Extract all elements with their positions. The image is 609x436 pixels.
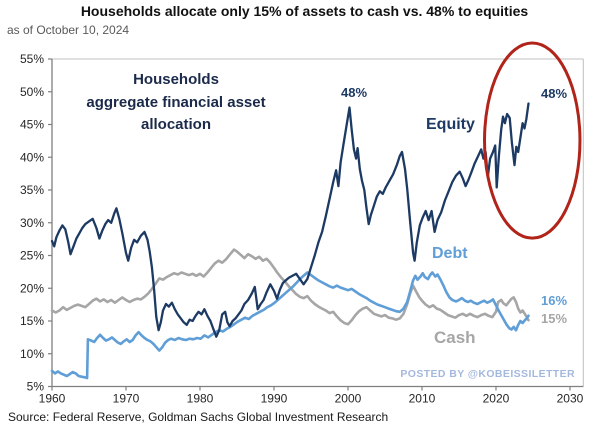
debt-series-label: Debt — [432, 245, 468, 262]
y-tick-label: 45% — [20, 118, 44, 132]
y-tick-label: 50% — [20, 85, 44, 99]
x-tick-label: 2020 — [483, 392, 510, 406]
highlight-ellipse — [483, 41, 582, 240]
x-tick-label: 1970 — [113, 392, 140, 406]
x-tick-label: 1960 — [39, 392, 66, 406]
cash-series-label: Cash — [434, 328, 476, 347]
y-tick-label: 35% — [20, 183, 44, 197]
as-of-date: as of October 10, 2024 — [7, 23, 130, 37]
x-tick-label: 1990 — [261, 392, 288, 406]
y-tick-label: 15% — [20, 314, 44, 328]
y-tick-label: 30% — [20, 216, 44, 230]
line-series-equity — [50, 102, 530, 338]
equity-peak-2000-value-label: 48% — [340, 85, 368, 100]
cash-latest-value-label: 15% — [541, 311, 568, 326]
y-tick-label: 25% — [20, 249, 44, 263]
y-tick-label: 55% — [20, 52, 44, 66]
x-tick-label: 1980 — [187, 392, 214, 406]
y-tick-label: 40% — [20, 150, 44, 164]
x-tick-label: 2010 — [409, 392, 436, 406]
equity-series-label: Equity — [426, 116, 475, 133]
source-attribution: Source: Federal Reserve, Goldman Sachs G… — [8, 410, 389, 424]
x-tick-label: 2000 — [335, 392, 362, 406]
y-tick-label: 20% — [20, 281, 44, 295]
page-title: Households allocate only 15% of assets t… — [80, 3, 529, 19]
line-series-cash — [50, 248, 530, 326]
watermark-posted-by: POSTED BY @KOBEISSILETTER — [400, 368, 575, 380]
x-tick-label: 2030 — [557, 392, 584, 406]
chart-inner-title: Households aggregate financial asset all… — [86, 71, 266, 133]
y-tick-label: 10% — [20, 347, 44, 361]
y-tick-label: 5% — [27, 380, 45, 394]
line-series-debt — [50, 271, 530, 380]
debt-latest-value-label: 16% — [541, 293, 568, 308]
equity-latest-value-label: 48% — [540, 86, 568, 101]
